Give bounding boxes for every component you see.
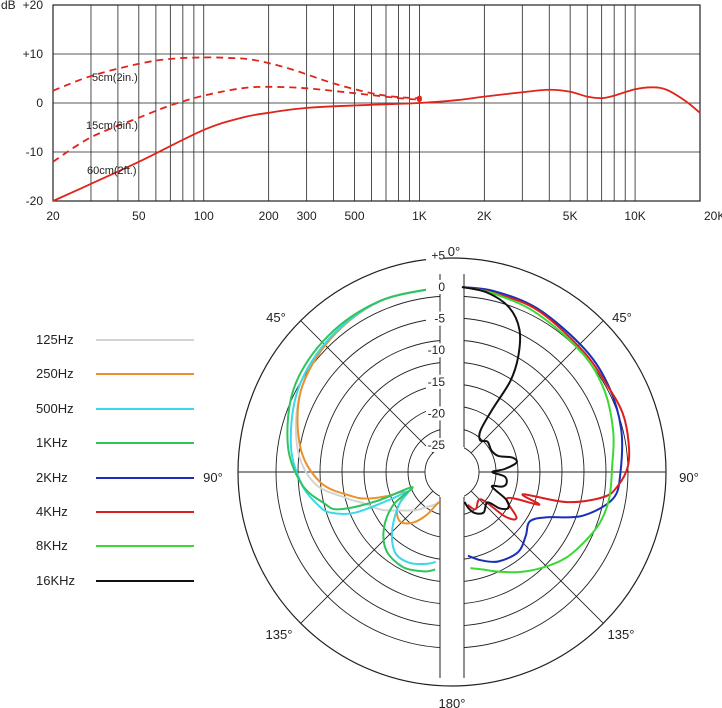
frequency-x-tick-label: 300	[297, 209, 317, 223]
frequency-series-line	[52, 86, 701, 202]
legend-label: 250Hz	[36, 366, 74, 382]
frequency-response-chart: +20 +10 0 -10 -20 dB 20 50 100 200 300 500 1K 2K 5K 10…	[1, 0, 722, 223]
polar-axis-diagonal	[470, 320, 604, 454]
legend-item: 250Hz	[0, 364, 200, 384]
legend-label: 8KHz	[36, 538, 68, 554]
polar-legend: 125Hz 250Hz 500Hz 1KHz 2KHz 4KHz 8KHz 16KHz	[0, 330, 200, 590]
frequency-x-tick-label: 200	[259, 209, 279, 223]
polar-angle-label: 45°	[612, 310, 632, 325]
frequency-series-line	[52, 56, 420, 99]
polar-r-label-bg	[426, 406, 444, 421]
polar-r-tick-label: -15	[428, 375, 446, 389]
frequency-series	[52, 56, 701, 202]
frequency-y-tick-label: +20	[23, 0, 44, 12]
polar-r-tick-label: -5	[434, 312, 445, 326]
polar-pattern-chart: +5 0 -5 -10 -15 -20 -25 0° 45° 90° 135° 180° 45° 90° 1…	[203, 244, 699, 708]
polar-series-line	[461, 286, 615, 574]
legend-item: 2KHz	[0, 468, 200, 488]
frequency-series-line	[52, 85, 420, 163]
frequency-x-axis-labels: 20 50 100 200 300 500 1K 2K 5K 10K 20KHz	[46, 209, 722, 223]
frequency-series-label: 5cm(2in.)	[92, 72, 138, 84]
polar-r-label-bg	[426, 374, 444, 389]
polar-series-line	[461, 286, 631, 521]
polar-series-line	[461, 286, 624, 563]
legend-swatch	[96, 407, 194, 410]
legend-swatch	[96, 339, 194, 341]
legend-label: 16KHz	[36, 572, 76, 588]
legend-label: 500Hz	[36, 400, 74, 416]
polar-r-label-bg	[426, 343, 444, 358]
frequency-x-tick-label: 10K	[624, 209, 645, 223]
frequency-series-label: 60cm(2ft.)	[87, 165, 137, 177]
polar-series	[286, 286, 631, 574]
frequency-x-tick-label: 20	[46, 209, 60, 223]
polar-r-label-bg	[426, 438, 444, 452]
legend-label: 4KHz	[36, 504, 68, 519]
polar-angle-label: 0°	[448, 244, 460, 259]
frequency-x-tick-label: 2K	[477, 209, 492, 223]
polar-grid	[237, 257, 667, 687]
frequency-x-tick-label: 1K	[412, 209, 427, 223]
frequency-y-tick-label: -20	[26, 194, 44, 208]
polar-axis-diagonal	[300, 320, 434, 454]
polar-axis-diagonal	[470, 490, 604, 624]
polar-angle-label: 135°	[266, 627, 293, 642]
legend-item: 500Hz	[0, 399, 200, 419]
polar-r-label-bg	[426, 248, 444, 263]
polar-angle-label: 135°	[608, 627, 635, 642]
polar-center-gap	[440, 274, 464, 678]
legend-label: 125Hz	[36, 332, 74, 347]
legend-item: 125Hz	[0, 330, 200, 350]
polar-angle-label: 90°	[203, 470, 223, 485]
legend-swatch	[96, 545, 194, 548]
frequency-x-tick-label: 50	[132, 209, 146, 223]
legend-swatch	[96, 442, 194, 445]
polar-r-label-bg	[426, 280, 444, 294]
legend-label: 2KHz	[36, 469, 68, 485]
polar-series-line	[289, 286, 443, 566]
polar-angle-label: 45°	[266, 310, 286, 325]
polar-series-line	[296, 286, 443, 525]
polar-series-line	[461, 286, 522, 515]
legend-swatch	[96, 373, 194, 376]
legend-item: 16KHz	[0, 571, 200, 591]
polar-r-tick-label: -20	[428, 406, 446, 420]
frequency-y-tick-label: 0	[36, 96, 43, 110]
frequency-y-tick-label: +10	[23, 47, 44, 61]
frequency-series-labels: 5cm(2in.) 15cm(6in.) 60cm(2ft.)	[86, 72, 138, 177]
frequency-y-unit-label: dB	[1, 0, 16, 12]
legend-item: 4KHz	[0, 502, 200, 522]
polar-r-tick-label: 0	[438, 280, 445, 294]
polar-labels: +5 0 -5 -10 -15 -20 -25 0° 45° 90° 135° 180° 45° 90° 1…	[203, 244, 699, 708]
legend-swatch	[96, 579, 194, 582]
frequency-series-label: 15cm(6in.)	[86, 120, 138, 132]
frequency-grid	[52, 4, 701, 202]
frequency-y-axis-labels: +20 +10 0 -10 -20 dB	[1, 0, 43, 208]
legend-item: 1KHz	[0, 433, 200, 453]
polar-r-tick-label: +5	[431, 248, 445, 262]
legend-swatch	[96, 476, 194, 479]
frequency-x-tick-label: 5K	[563, 209, 578, 223]
legend-swatch	[96, 511, 194, 513]
polar-angle-label: 180°	[439, 696, 466, 708]
polar-r-label-bg	[426, 311, 444, 326]
frequency-x-tick-label: 100	[194, 209, 214, 223]
polar-series-line	[286, 286, 443, 573]
frequency-x-tick-label: 20KHz	[704, 209, 722, 223]
polar-axis-diagonal	[300, 490, 434, 624]
polar-series-line	[294, 286, 443, 512]
polar-angle-label: 90°	[679, 470, 699, 485]
frequency-x-tick-label: 500	[344, 209, 364, 223]
frequency-series-endpoint	[416, 97, 422, 103]
polar-r-tick-label: -25	[428, 438, 446, 452]
frequency-y-tick-label: -10	[26, 145, 44, 159]
legend-label: 1KHz	[36, 435, 68, 451]
legend-item: 8KHz	[0, 536, 200, 556]
polar-r-tick-label: -10	[428, 343, 446, 357]
